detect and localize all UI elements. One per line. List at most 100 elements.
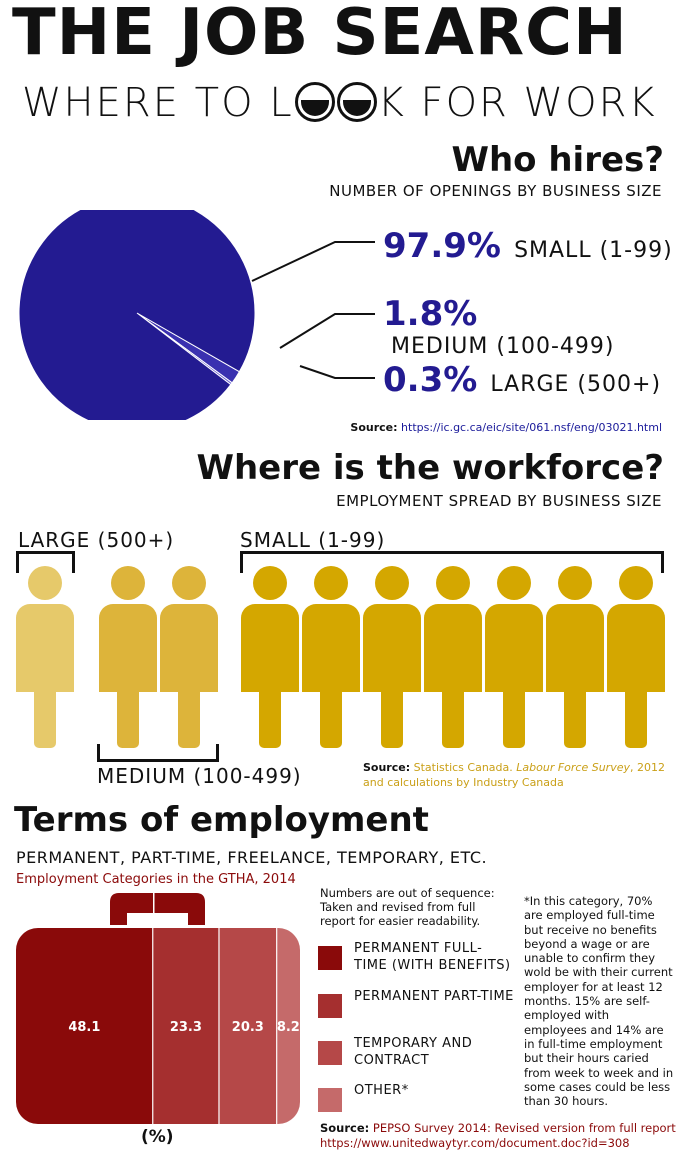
category-label: MEDIUM (100-499) [391, 334, 615, 359]
hires-subheading: NUMBER OF OPENINGS BY BUSINESS SIZE [329, 182, 662, 200]
person-legs [117, 690, 139, 748]
briefcase-handle [110, 893, 205, 925]
person-head [111, 566, 145, 600]
person-legs [381, 690, 403, 748]
subtitle-text-start: WHERE TO L [22, 80, 294, 126]
terms-heading: Terms of employment [14, 800, 429, 840]
person-body [546, 604, 604, 692]
person-body [363, 604, 421, 692]
segment-value-label: 23.3 [170, 1020, 202, 1035]
segment-permanent-part-time [152, 928, 219, 1124]
workforce-heading: Where is the workforce? [196, 448, 664, 488]
legend-swatch [318, 1041, 342, 1065]
person-head [28, 566, 62, 600]
person-head [558, 566, 592, 600]
workforce-people-row [0, 560, 688, 750]
segment-value-label: 8.2 [277, 1020, 300, 1035]
source-label: Source: [363, 761, 411, 774]
person-head [619, 566, 653, 600]
source-text: Statistics Canada. [413, 761, 513, 774]
person-legs [564, 690, 586, 748]
segment-other [276, 928, 300, 1124]
legend-swatch [318, 994, 342, 1018]
legend-swatch [318, 946, 342, 970]
person-icon-small [241, 560, 299, 750]
leader-line-small [251, 241, 375, 282]
person-head [497, 566, 531, 600]
page-title: THE JOB SEARCH [12, 0, 628, 70]
person-body [99, 604, 157, 692]
pie-slice-small [18, 210, 256, 420]
terms-source-line1: Source: PEPSO Survey 2014: Revised versi… [320, 1121, 676, 1136]
source-label: Source: [320, 1121, 370, 1135]
terms-subheading: PERMANENT, PART-TIME, FREELANCE, TEMPORA… [16, 848, 488, 867]
person-body [241, 604, 299, 692]
briefcase-chart: 48.1 23.3 20.3 8.2 [16, 893, 300, 1124]
person-legs [34, 690, 56, 748]
hires-heading: Who hires? [451, 140, 664, 180]
person-head [172, 566, 206, 600]
legend-swatch [318, 1088, 342, 1112]
eye-icon [294, 82, 335, 122]
person-icon-small [363, 560, 421, 750]
legend-permanent-full-time: PERMANENT FULL-TIME (WITH BENEFITS) [354, 941, 511, 973]
source-year: , 2012 [630, 761, 665, 774]
leader-line-medium [279, 313, 375, 349]
terms-source-link[interactable]: https://www.unitedwaytyr.com/document.do… [320, 1136, 630, 1150]
person-body [16, 604, 74, 692]
category-label: SMALL (1-99) [514, 238, 673, 263]
terms-legend: PERMANENT FULL-TIME (WITH BENEFITS) PERMA… [318, 940, 514, 1112]
hires-source: Source: https://ic.gc.ca/eic/site/061.ns… [350, 421, 662, 434]
page-subtitle: WHERE TO L K FOR WORK [22, 80, 657, 126]
source-text: PEPSO Survey 2014: Revised version from … [372, 1121, 676, 1135]
person-body [160, 604, 218, 692]
workforce-label-medium: MEDIUM (100-499) [97, 764, 302, 788]
terms-note: Numbers are out of sequence: Taken and r… [320, 886, 495, 928]
person-head [314, 566, 348, 600]
person-head [436, 566, 470, 600]
person-icon-small [424, 560, 482, 750]
category-label: LARGE (500+) [490, 372, 662, 397]
hires-pie-chart [18, 210, 375, 420]
legend-permanent-part-time: PERMANENT PART-TIME [354, 989, 514, 1004]
workforce-label-small: SMALL (1-99) [240, 528, 386, 552]
workforce-source: Source: Statistics Canada. Labour Force … [363, 760, 665, 790]
person-icon-medium [99, 560, 157, 750]
briefcase-handle-seam [153, 893, 155, 913]
person-legs [442, 690, 464, 748]
hires-source-link[interactable]: https://ic.gc.ca/eic/site/061.nsf/eng/03… [401, 421, 662, 434]
person-icon-small [302, 560, 360, 750]
terms-footnote: *In this category, 70% are employed full… [524, 894, 674, 1109]
workforce-source-line1: Source: Statistics Canada. Labour Force … [363, 760, 665, 775]
legend-other: OTHER* [354, 1083, 409, 1098]
pct-label: 0.3% [383, 360, 478, 400]
segment-value-label: 48.1 [68, 1020, 100, 1035]
person-body [607, 604, 665, 692]
person-head [253, 566, 287, 600]
hires-legend-large: 0.3% LARGE (500+) [383, 360, 661, 400]
pct-axis-label: (%) [141, 1127, 174, 1147]
hires-legend-small: 97.9% SMALL (1-99) [383, 226, 673, 266]
bracket-small [240, 551, 664, 573]
person-icon-large [16, 560, 74, 750]
person-icon-small [607, 560, 665, 750]
person-icon-medium [160, 560, 218, 750]
person-legs [625, 690, 647, 748]
workforce-subheading: EMPLOYMENT SPREAD BY BUSINESS SIZE [336, 492, 662, 510]
workforce-source-line2: and calculations by Industry Canada [363, 776, 564, 789]
eye-icon [336, 82, 377, 122]
source-italic: Labour Force Survey [516, 761, 630, 774]
person-legs [259, 690, 281, 748]
workforce-label-large: LARGE (500+) [18, 528, 175, 552]
person-body [424, 604, 482, 692]
bracket-medium [97, 744, 219, 762]
person-icon-small [485, 560, 543, 750]
hires-legend-medium: 1.8% MEDIUM (100-499) [383, 294, 688, 359]
person-legs [503, 690, 525, 748]
terms-source: Source: PEPSO Survey 2014: Revised versi… [320, 1121, 676, 1151]
person-icon-small [546, 560, 604, 750]
leader-line-large [299, 365, 375, 379]
person-legs [178, 690, 200, 748]
terms-chart-title: Employment Categories in the GTHA, 2014 [16, 872, 296, 887]
segment-temporary-contract [218, 928, 277, 1124]
